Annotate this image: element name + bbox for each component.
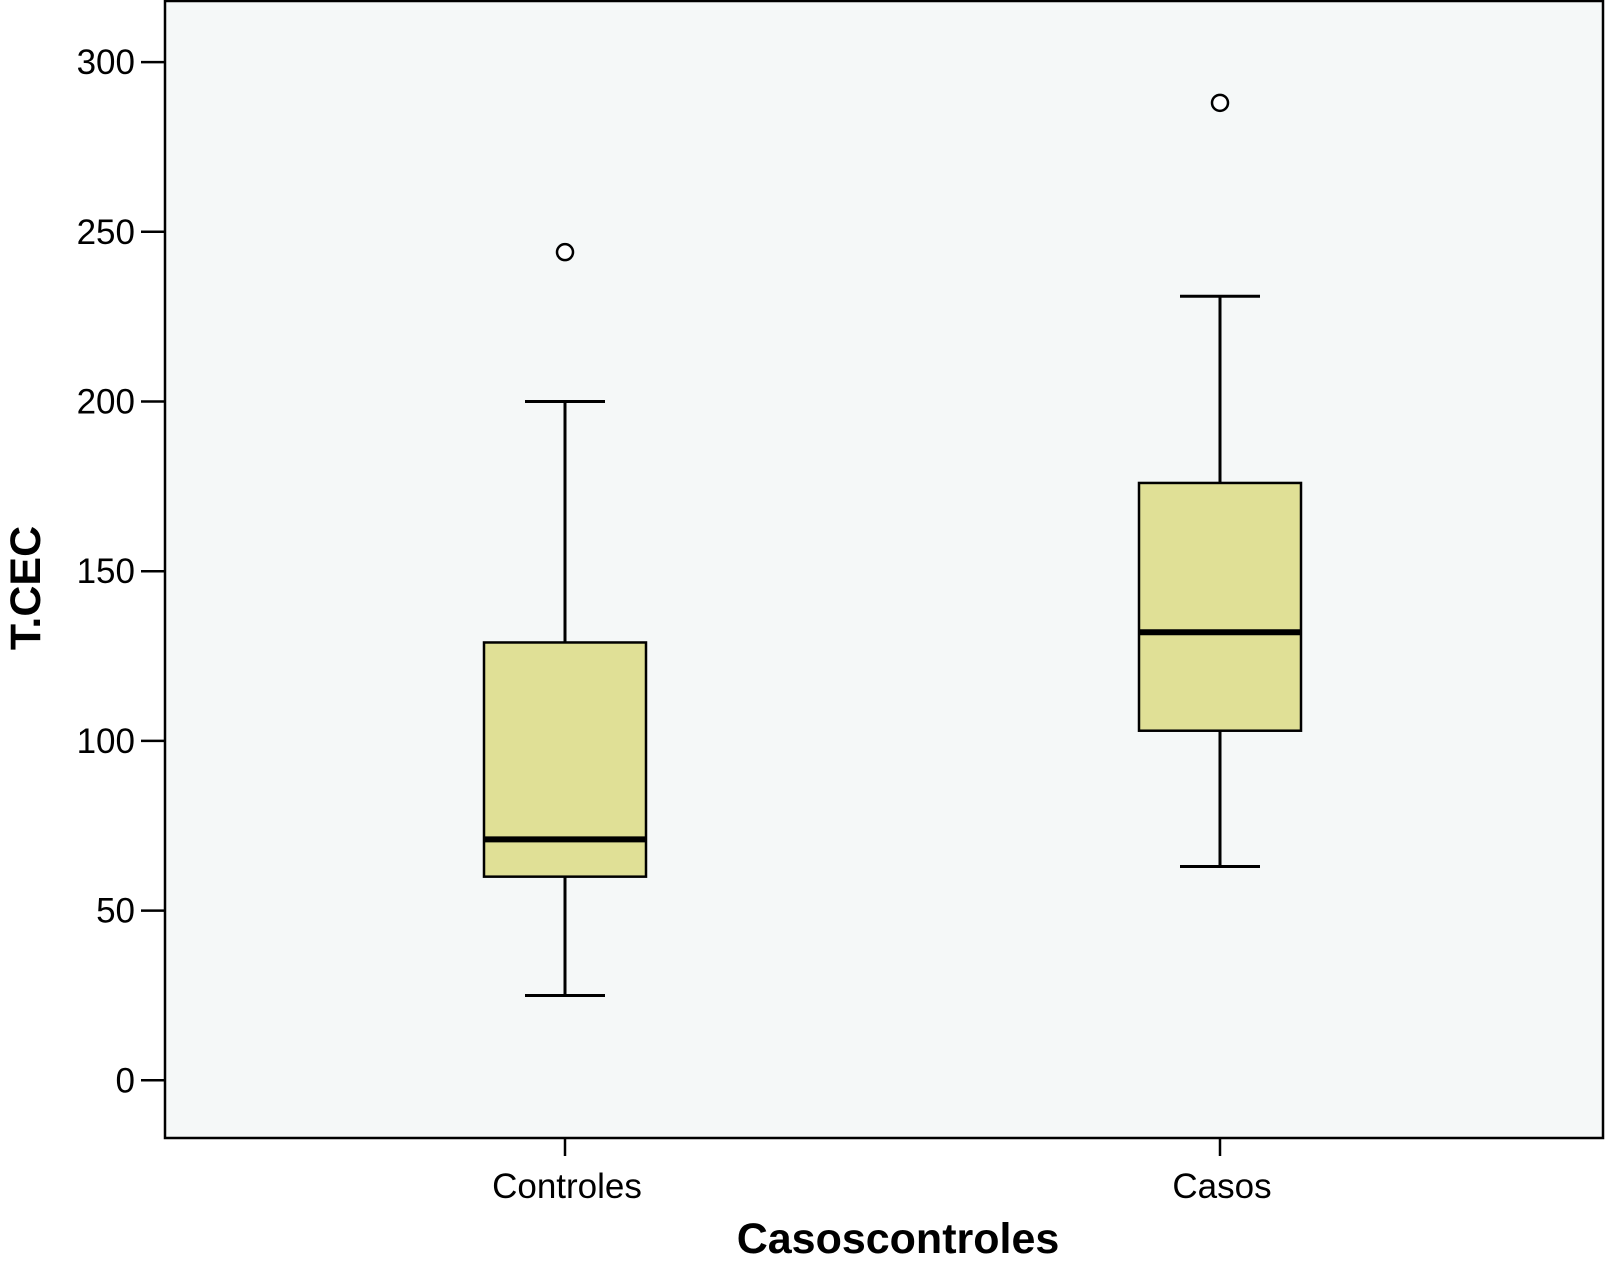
x-axis-title: Casoscontroles (737, 1215, 1060, 1262)
x-tick-label: Casos (1172, 1167, 1271, 1206)
y-axis-title: T.CEC (2, 526, 50, 650)
y-tick-label: 250 (77, 213, 135, 252)
boxes-layer (482, 93, 1303, 997)
y-tick-label: 200 (77, 382, 135, 421)
iqr-box (1137, 481, 1303, 732)
y-tick-label: 0 (116, 1061, 135, 1100)
y-tick-label: 50 (96, 892, 135, 931)
y-tick-label: 150 (77, 552, 135, 591)
outlier-point (555, 242, 575, 262)
outlier-point (1210, 93, 1230, 113)
x-tick-label: Controles (492, 1167, 642, 1206)
box-controles (482, 242, 648, 997)
x-axis: Controles Casos (492, 1138, 1272, 1206)
plot-area (163, 0, 1605, 1140)
y-tick-label: 100 (77, 722, 135, 761)
box-casos (1137, 93, 1303, 868)
y-tick-label: 300 (77, 43, 135, 82)
y-axis: 0 50 100 150 200 250 300 (77, 43, 165, 1100)
